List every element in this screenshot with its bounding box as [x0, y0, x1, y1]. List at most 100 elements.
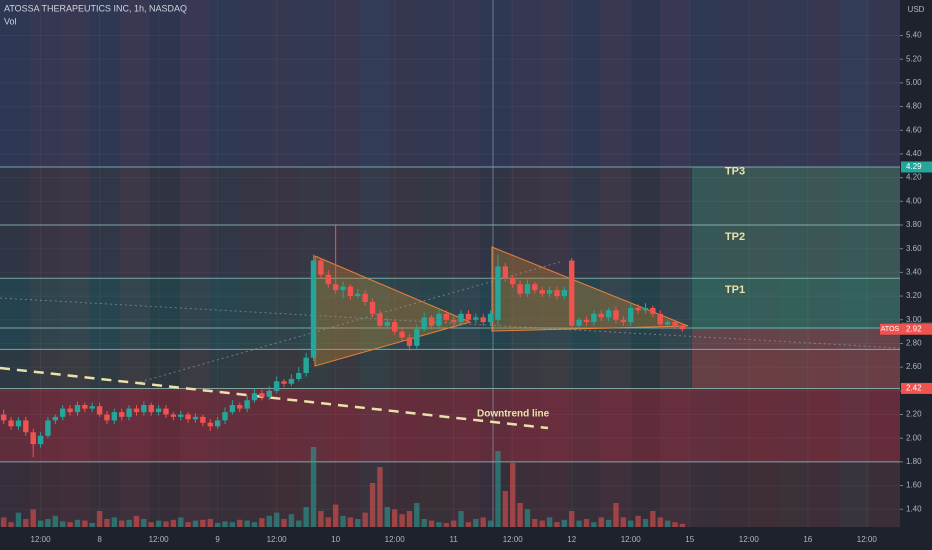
- candle-body: [642, 307, 649, 311]
- y-tick-label: 1.60: [906, 481, 922, 490]
- candle-body: [421, 317, 427, 330]
- candle-body: [332, 284, 339, 291]
- volume-bar: [369, 483, 376, 527]
- candle-body: [8, 420, 14, 427]
- candle-body: [635, 307, 641, 311]
- candle-body: [30, 432, 36, 445]
- volume-bar: [0, 517, 7, 527]
- zone: [0, 166, 900, 279]
- y-tick-label: 5.40: [906, 31, 922, 40]
- y-tick-label: 4.40: [906, 149, 922, 158]
- y-tick-label: 2.80: [906, 339, 922, 348]
- candle-body: [288, 378, 295, 384]
- volume-bar: [89, 523, 95, 527]
- y-tick-label: 5.20: [906, 54, 922, 63]
- downtrend-line: [0, 366, 549, 430]
- x-tick-label: 12:00: [503, 535, 524, 544]
- volume-bar: [384, 507, 390, 527]
- volume-bar: [214, 523, 221, 527]
- candle-body: [583, 319, 590, 323]
- y-tick-label: 4.80: [906, 102, 922, 111]
- volume-bar: [104, 519, 110, 527]
- volume-bar: [82, 520, 88, 527]
- candle-body: [539, 290, 545, 294]
- candle-body: [214, 420, 221, 427]
- candle-body: [281, 381, 287, 384]
- volume-bar: [679, 523, 686, 527]
- candle-body: [561, 290, 568, 297]
- price-tag: [901, 161, 932, 173]
- volume-bar: [111, 517, 118, 527]
- candle-body: [82, 405, 88, 409]
- y-tick-label: 1.80: [906, 457, 922, 466]
- volume-bar: [148, 522, 154, 527]
- currency: USD: [908, 5, 925, 14]
- candle-body: [163, 408, 169, 415]
- candle-body: [605, 310, 612, 318]
- candle-body: [480, 317, 486, 323]
- candle-body: [473, 317, 479, 320]
- volume-bar: [524, 509, 531, 527]
- x-tick-label: 12:00: [739, 535, 760, 544]
- target-label: TP1: [725, 284, 745, 296]
- volume-bar: [576, 520, 582, 527]
- volume-bar: [200, 519, 206, 527]
- x-tick-label: 12:00: [621, 535, 642, 544]
- volume-bar: [650, 511, 656, 527]
- candle-body: [185, 414, 191, 420]
- candle-body: [237, 405, 243, 409]
- volume-bar: [569, 511, 575, 527]
- candle-body: [406, 337, 413, 346]
- y-tick-label: 3.80: [906, 220, 922, 229]
- candle-body: [318, 260, 324, 275]
- volume-bar: [510, 463, 516, 527]
- x-tick-label: 10: [331, 535, 340, 544]
- candle-body: [200, 416, 206, 423]
- volume-bar: [52, 515, 59, 527]
- candle-body: [60, 408, 66, 417]
- y-tick-label: 3.00: [906, 315, 922, 324]
- candle-body: [613, 310, 619, 320]
- stop-zone: [692, 329, 900, 389]
- candle-body: [664, 322, 671, 325]
- volume-bar: [288, 514, 295, 527]
- candle-body: [340, 286, 346, 291]
- volume-bar: [362, 512, 368, 527]
- candle-body: [362, 293, 368, 302]
- zones: [0, 0, 900, 527]
- volume-bar: [399, 514, 405, 527]
- volume-bar: [620, 517, 627, 527]
- volume-bar: [15, 512, 22, 527]
- price-tag: [901, 382, 932, 394]
- volume-bar: [281, 519, 287, 527]
- volume-bar: [347, 517, 354, 527]
- volume-bar: [273, 512, 280, 527]
- volume-bar: [74, 519, 81, 527]
- chart-title: ATOSSA THERAPEUTICS INC, 1h, NASDAQ: [4, 3, 187, 13]
- volume-bar: [185, 522, 191, 527]
- candle-body: [569, 260, 575, 326]
- volume-bar: [141, 519, 147, 527]
- volume-bar: [126, 519, 132, 527]
- volume-bar: [163, 521, 169, 527]
- y-tick-label: 5.00: [906, 78, 922, 87]
- y-tick-label: 2.00: [906, 433, 922, 442]
- candle-body: [104, 414, 110, 421]
- volume-bar: [178, 517, 184, 527]
- volume-bar: [443, 523, 450, 527]
- volume-bar: [67, 522, 73, 527]
- candle-body: [532, 284, 538, 291]
- volume-bar: [664, 520, 671, 527]
- volume-bar: [37, 520, 44, 527]
- candle-body: [450, 319, 457, 323]
- volume-bar: [465, 522, 472, 527]
- candle-body: [384, 322, 390, 326]
- volume-bar: [635, 515, 641, 527]
- candle-body: [0, 414, 7, 421]
- candle-body: [126, 408, 132, 417]
- candle-body: [679, 325, 686, 330]
- volume-bar: [332, 504, 339, 527]
- volume-bar: [96, 511, 103, 527]
- y-tick-label: 4.20: [906, 173, 922, 182]
- y-tick-label: 2.20: [906, 410, 922, 419]
